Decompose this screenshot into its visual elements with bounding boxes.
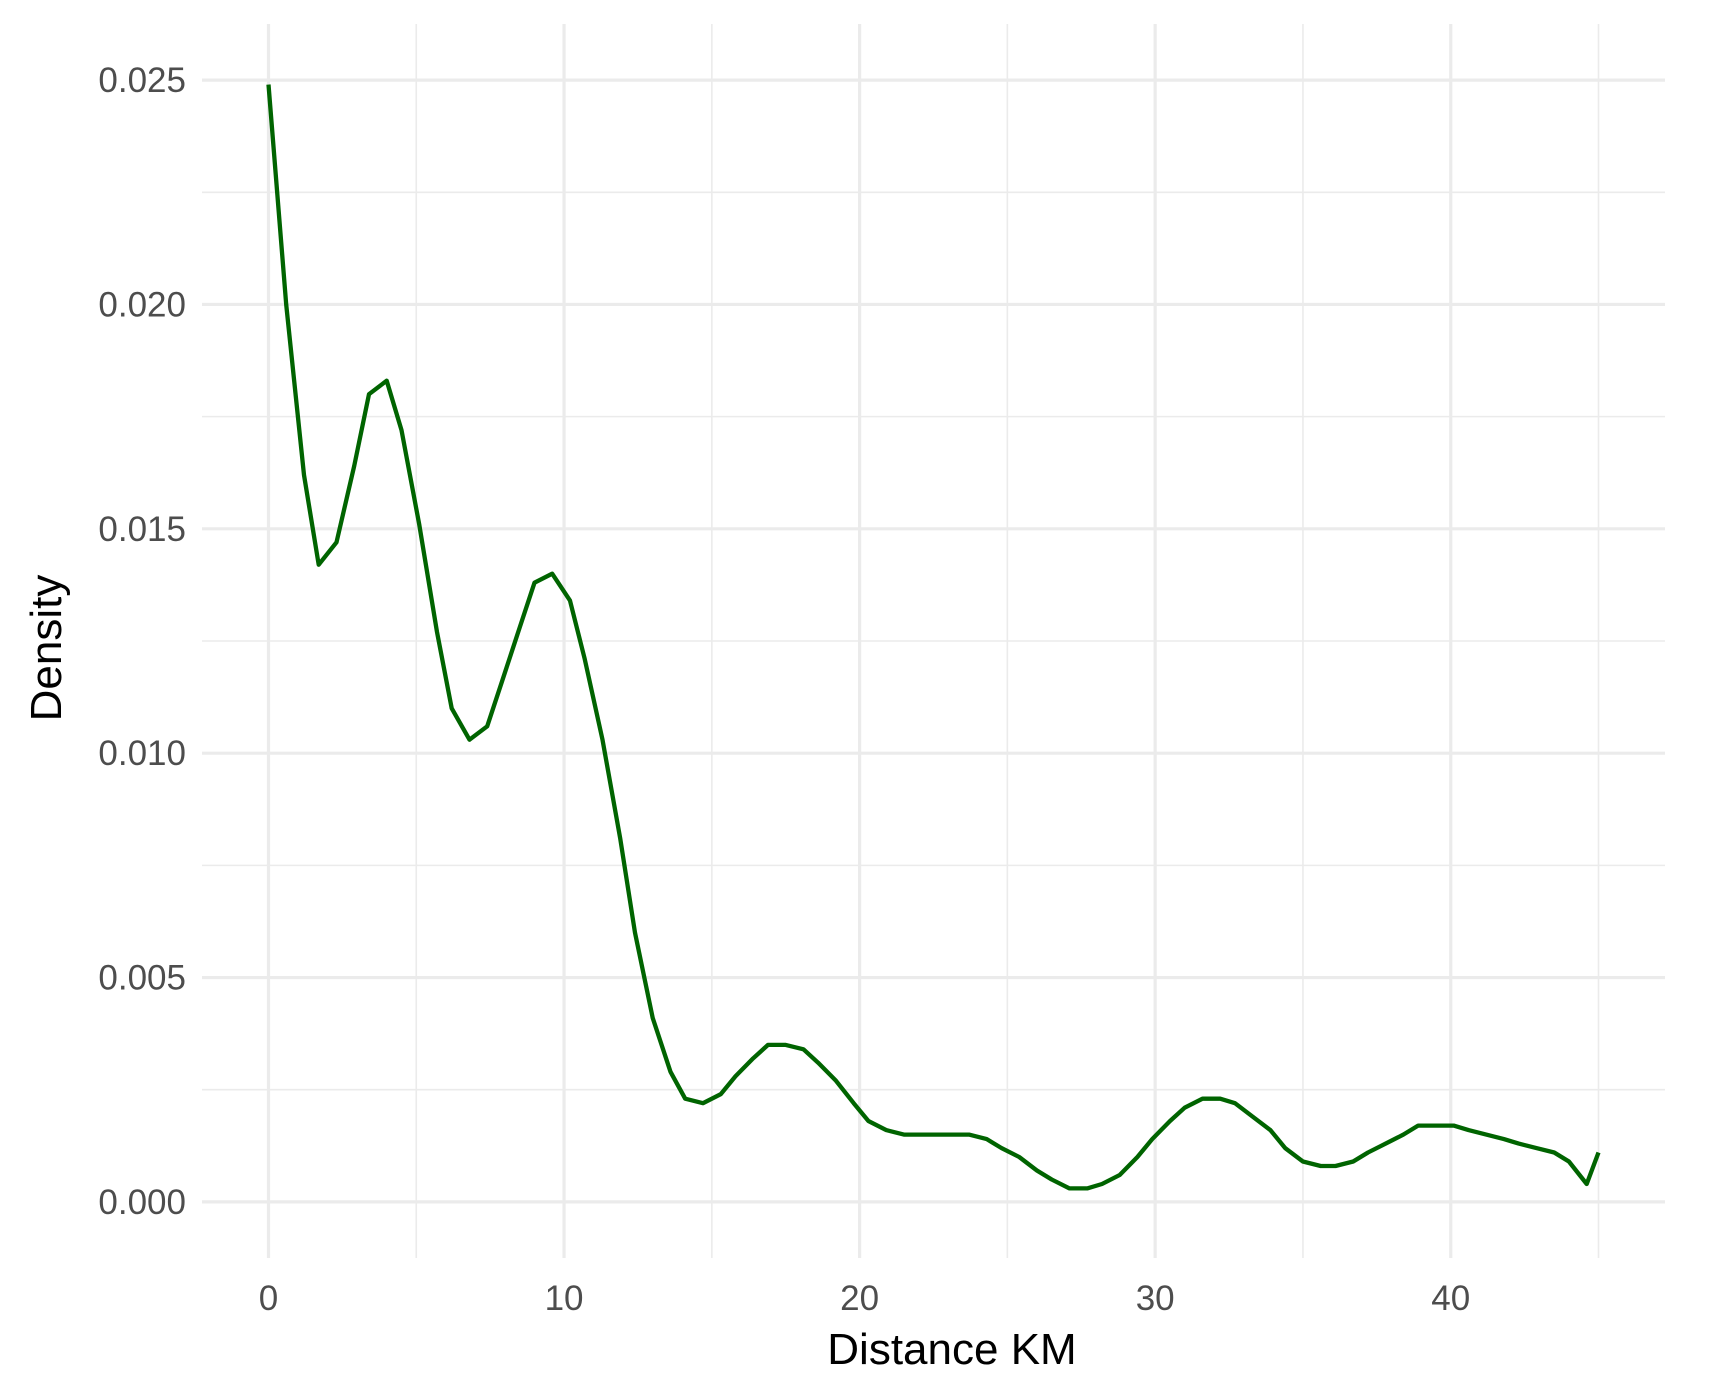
x-tick-label: 40 bbox=[1431, 1279, 1470, 1318]
x-axis-title: Distance KM bbox=[827, 1325, 1076, 1374]
y-tick-label: 0.020 bbox=[98, 285, 186, 324]
x-tick-label: 20 bbox=[840, 1279, 879, 1318]
density-curve bbox=[266, 84, 1601, 1191]
x-tick-label: 10 bbox=[545, 1279, 584, 1318]
y-tick-label: 0.025 bbox=[98, 61, 186, 100]
line-layer bbox=[266, 84, 1601, 1191]
x-tick-label: 0 bbox=[259, 1279, 278, 1318]
y-axis-title: Density bbox=[22, 575, 71, 722]
grid-layer bbox=[202, 24, 1665, 1258]
tick-layer: 0 10 20 30 40 0.000 0.005 0.010 0.015 0.020 0.025 bbox=[98, 61, 1470, 1318]
x-tick-label: 30 bbox=[1136, 1279, 1175, 1318]
y-tick-label: 0.005 bbox=[98, 959, 186, 998]
y-tick-label: 0.015 bbox=[98, 510, 186, 549]
y-tick-label: 0.010 bbox=[98, 734, 186, 773]
y-tick-label: 0.000 bbox=[98, 1183, 186, 1222]
